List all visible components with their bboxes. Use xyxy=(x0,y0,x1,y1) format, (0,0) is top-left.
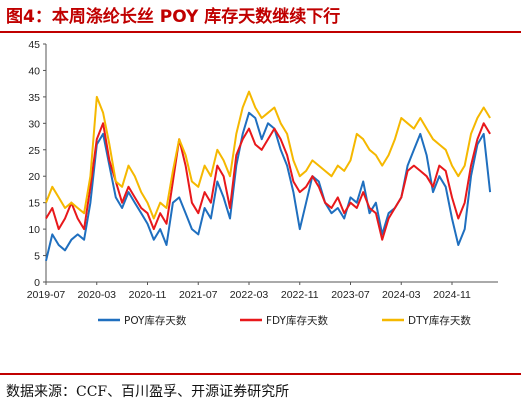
y-tick-label: 25 xyxy=(28,145,40,157)
chart-series xyxy=(45,90,492,262)
x-tick-label: 2024-03 xyxy=(382,289,421,301)
y-tick-label: 20 xyxy=(28,171,40,183)
series-line-1 xyxy=(45,111,492,262)
chart-title: 图4：本周涤纶长丝 POY 库存天数继续下行 xyxy=(6,7,341,27)
x-tick-label: 2023-07 xyxy=(331,289,370,301)
x-tick-label: 2022-03 xyxy=(230,289,269,301)
source-note: 数据来源：CCF、百川盈孚、开源证券研究所 xyxy=(6,384,290,400)
source-rule xyxy=(0,373,521,375)
chart-legend: POY库存天数 FDY库存天数 DTY库存天数 xyxy=(98,314,471,327)
y-tick-label: 10 xyxy=(28,224,40,236)
y-tick-label: 40 xyxy=(28,65,40,77)
y-tick-label: 45 xyxy=(28,39,40,51)
x-tick-label: 2019-07 xyxy=(27,289,66,301)
line-chart: 0 5 10 15 20 25 30 35 40 45 2019-07 2020-03 2020-11 2… xyxy=(27,39,498,327)
y-tick-label: 30 xyxy=(28,118,40,130)
legend-label-2: FDY库存天数 xyxy=(266,314,328,327)
x-tick-label: 2020-11 xyxy=(129,289,167,301)
y-tick-label: 0 xyxy=(34,277,40,289)
x-tick-label: 2024-11 xyxy=(433,289,471,301)
legend-label-3: DTY库存天数 xyxy=(408,314,471,327)
title-rule xyxy=(0,31,521,33)
series-line-2 xyxy=(45,122,491,241)
x-tick-label: 2020-03 xyxy=(77,289,116,301)
legend-label-1: POY库存天数 xyxy=(124,314,187,327)
y-tick-label: 15 xyxy=(28,198,40,210)
chart-axes: 0 5 10 15 20 25 30 35 40 45 2019-07 2020-03 2020-11 2… xyxy=(27,39,498,301)
y-tick-label: 35 xyxy=(28,92,40,104)
series-line-3 xyxy=(45,90,491,220)
x-tick-label: 2021-07 xyxy=(179,289,218,301)
y-tick-label: 5 xyxy=(34,251,40,263)
x-tick-label: 2022-11 xyxy=(281,289,319,301)
